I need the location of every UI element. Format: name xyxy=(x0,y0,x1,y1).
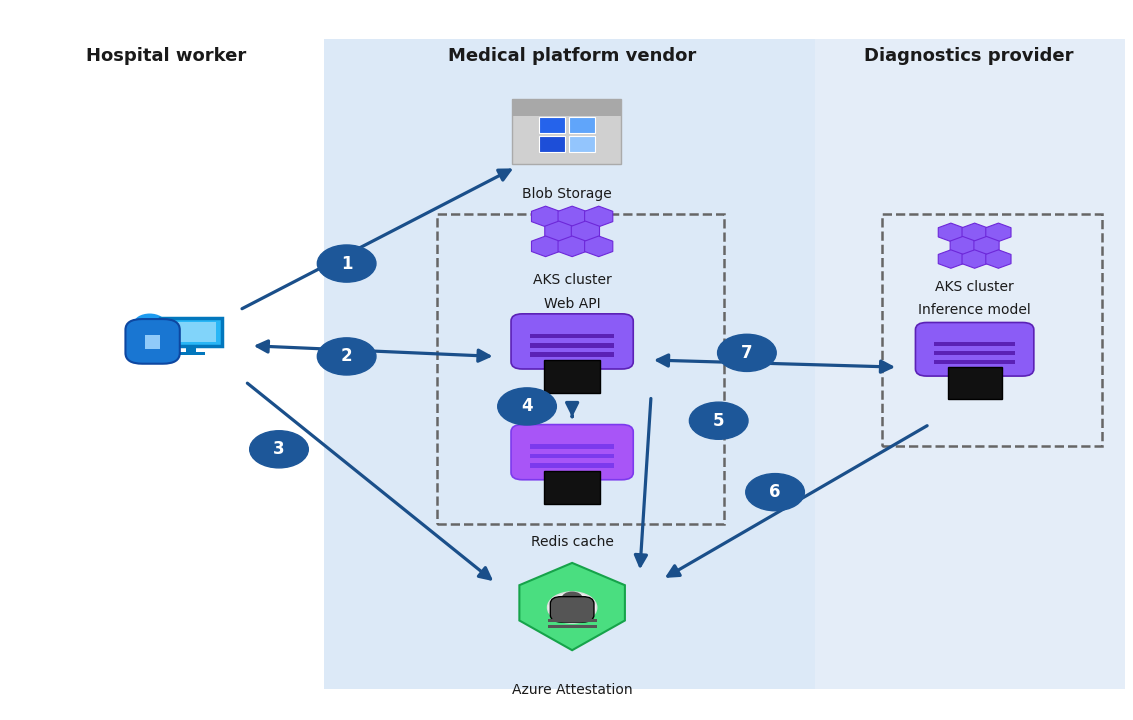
Text: Redis cache: Redis cache xyxy=(530,535,614,549)
Text: Web API: Web API xyxy=(544,297,600,311)
Circle shape xyxy=(497,388,556,425)
Text: Diagnostics provider: Diagnostics provider xyxy=(864,48,1074,66)
Bar xyxy=(530,463,614,468)
Polygon shape xyxy=(519,563,625,650)
FancyBboxPatch shape xyxy=(815,38,1125,688)
Bar xyxy=(934,351,1015,356)
Bar xyxy=(569,117,595,133)
Bar xyxy=(530,454,614,459)
Circle shape xyxy=(134,313,165,334)
FancyBboxPatch shape xyxy=(324,38,815,688)
Text: Hospital worker: Hospital worker xyxy=(86,48,246,66)
Circle shape xyxy=(547,592,597,623)
Text: 3: 3 xyxy=(273,441,284,459)
Text: Blob Storage: Blob Storage xyxy=(521,186,612,201)
Bar xyxy=(569,135,595,152)
Bar xyxy=(539,117,565,133)
FancyBboxPatch shape xyxy=(14,38,324,688)
Text: Inference model: Inference model xyxy=(918,303,1031,317)
FancyBboxPatch shape xyxy=(545,360,599,393)
FancyBboxPatch shape xyxy=(915,323,1033,376)
Circle shape xyxy=(317,338,376,375)
Bar xyxy=(530,333,614,338)
Bar xyxy=(539,135,565,152)
Text: 7: 7 xyxy=(741,344,752,362)
Text: 2: 2 xyxy=(341,348,352,366)
Text: Azure Attestation: Azure Attestation xyxy=(512,683,632,697)
Bar xyxy=(186,345,196,353)
FancyBboxPatch shape xyxy=(551,597,594,622)
Text: AKS cluster: AKS cluster xyxy=(935,280,1014,294)
Circle shape xyxy=(249,431,308,468)
FancyBboxPatch shape xyxy=(126,319,180,364)
Circle shape xyxy=(689,402,748,439)
FancyBboxPatch shape xyxy=(947,367,1002,400)
Bar xyxy=(165,322,215,342)
Text: Medical platform vendor: Medical platform vendor xyxy=(448,48,697,66)
Polygon shape xyxy=(129,336,170,351)
Bar xyxy=(934,360,1015,364)
Text: 6: 6 xyxy=(769,483,781,501)
FancyBboxPatch shape xyxy=(511,314,633,369)
Bar xyxy=(176,352,205,355)
Text: 4: 4 xyxy=(521,397,533,415)
FancyBboxPatch shape xyxy=(512,99,621,164)
Circle shape xyxy=(562,592,582,605)
Bar xyxy=(530,352,614,357)
Circle shape xyxy=(717,334,776,372)
Text: AKS cluster: AKS cluster xyxy=(533,273,612,287)
Bar xyxy=(512,99,621,116)
Circle shape xyxy=(317,245,376,282)
Bar xyxy=(547,618,597,621)
Bar xyxy=(530,444,614,449)
Text: 5: 5 xyxy=(713,412,724,430)
FancyBboxPatch shape xyxy=(545,471,599,504)
FancyBboxPatch shape xyxy=(160,318,222,346)
Bar xyxy=(145,336,160,349)
Text: 1: 1 xyxy=(341,255,352,273)
Bar xyxy=(547,625,597,629)
Circle shape xyxy=(746,474,804,510)
Bar xyxy=(934,342,1015,346)
Bar xyxy=(530,343,614,348)
FancyBboxPatch shape xyxy=(511,425,633,480)
